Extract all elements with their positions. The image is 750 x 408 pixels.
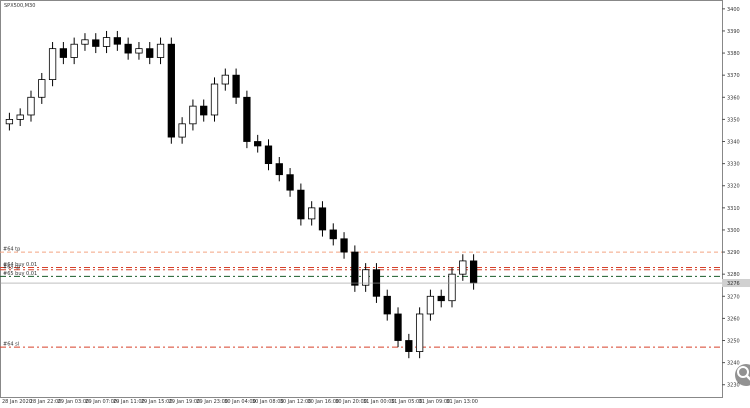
level-label: #65 tp xyxy=(3,264,20,270)
candle-body xyxy=(48,48,57,80)
last-price-label: 3276 xyxy=(727,281,740,287)
candle-body xyxy=(394,313,402,341)
candle-body xyxy=(308,207,316,220)
y-tick-label: 3250 xyxy=(727,339,740,345)
candle-body xyxy=(38,79,46,98)
y-tick-label: 3330 xyxy=(727,162,740,168)
candle-body xyxy=(448,273,456,302)
x-tick-label: 29 Jan 19:00 xyxy=(169,399,201,404)
candle-body xyxy=(178,123,186,138)
x-tick-label: 31 Jan 09:00 xyxy=(419,399,451,404)
x-tick-label: 30 Jan 20:00 xyxy=(335,399,367,404)
zoom-button[interactable] xyxy=(735,364,750,386)
chart-title: SPX500,M30 xyxy=(4,3,35,9)
y-tick-label: 3230 xyxy=(727,383,740,389)
x-tick-label: 29 Jan 23:00 xyxy=(196,399,228,404)
candle-body xyxy=(275,163,283,176)
x-tick-label: 31 Jan 05:00 xyxy=(391,399,423,404)
x-tick-label: 30 Jan 08:00 xyxy=(252,399,284,404)
candle-body xyxy=(351,251,359,286)
candle-body xyxy=(210,83,219,116)
candle-body xyxy=(146,48,154,58)
candle-body xyxy=(318,207,327,231)
candle-body xyxy=(362,269,370,286)
candle-body xyxy=(243,96,251,142)
x-tick-label: 29 Jan 11:00 xyxy=(113,399,145,404)
candle-body xyxy=(297,189,305,220)
y-tick-label: 3400 xyxy=(727,7,740,13)
y-tick-label: 3340 xyxy=(727,140,740,146)
last-price-box xyxy=(722,279,750,288)
x-tick-label: 28 Jan 2020 xyxy=(2,399,32,404)
x-tick-label: 29 Jan 15:00 xyxy=(141,399,173,404)
candle-body xyxy=(340,238,348,253)
candle-body xyxy=(92,39,100,47)
candle-body xyxy=(59,48,68,58)
y-tick-label: 3370 xyxy=(727,73,740,79)
candle-body xyxy=(426,295,435,315)
candle-body xyxy=(264,145,273,165)
plot-frame xyxy=(0,0,723,398)
candle-body xyxy=(221,74,229,85)
candle-body xyxy=(200,105,208,116)
x-tick-label: 31 Jan 13:00 xyxy=(446,399,478,404)
candle-body xyxy=(167,43,175,138)
zoom-lens xyxy=(737,366,749,378)
y-tick-label: 3270 xyxy=(727,294,740,300)
candle-body xyxy=(469,260,478,284)
level-label: #64 tp xyxy=(3,247,20,253)
x-tick-label: 30 Jan 12:00 xyxy=(280,399,312,404)
level-label: #65 buy 0.01 xyxy=(3,271,37,277)
y-tick-label: 3350 xyxy=(727,117,740,123)
candle-body xyxy=(459,260,467,275)
x-tick-label: 28 Jan 22:00 xyxy=(30,399,62,404)
y-tick-label: 3320 xyxy=(727,184,740,190)
y-tick-label: 3380 xyxy=(727,51,740,57)
candle-body xyxy=(5,119,14,125)
x-tick-label: 29 Jan 07:00 xyxy=(85,399,117,404)
candle-body xyxy=(135,48,143,54)
y-tick-label: 3300 xyxy=(727,228,740,234)
candle-body xyxy=(124,43,132,54)
y-tick-label: 3280 xyxy=(727,272,740,278)
candle-body xyxy=(405,340,413,352)
y-tick-label: 3290 xyxy=(727,250,740,256)
candle-body xyxy=(189,105,197,125)
candle-body xyxy=(329,229,337,240)
candle-body xyxy=(27,96,35,116)
level-label: #64 buy 0.01 xyxy=(3,262,37,268)
x-tick-label: 31 Jan 00:00 xyxy=(363,399,395,404)
x-tick-label: 30 Jan 16:00 xyxy=(307,399,339,404)
y-tick-label: 3310 xyxy=(727,206,740,212)
x-tick-label: 30 Jan 04:00 xyxy=(224,399,256,404)
x-tick-label: 29 Jan 03:00 xyxy=(58,399,90,404)
candle-body xyxy=(232,74,240,98)
candle-body xyxy=(437,295,445,302)
y-tick-label: 3240 xyxy=(727,361,740,367)
candle-body xyxy=(415,313,424,352)
candle-body xyxy=(286,174,294,191)
candle-body xyxy=(254,141,262,147)
candle-body xyxy=(113,37,121,45)
candle-body xyxy=(383,295,391,315)
y-tick-label: 3390 xyxy=(727,29,740,35)
candle-body xyxy=(156,43,165,58)
candle-body xyxy=(81,39,89,45)
candle-body xyxy=(102,37,111,47)
y-tick-label: 3360 xyxy=(727,95,740,101)
y-tick-label: 3260 xyxy=(727,316,740,322)
level-label: #64 sl xyxy=(3,342,19,348)
candle-body xyxy=(16,114,24,120)
candle-body xyxy=(70,43,78,58)
